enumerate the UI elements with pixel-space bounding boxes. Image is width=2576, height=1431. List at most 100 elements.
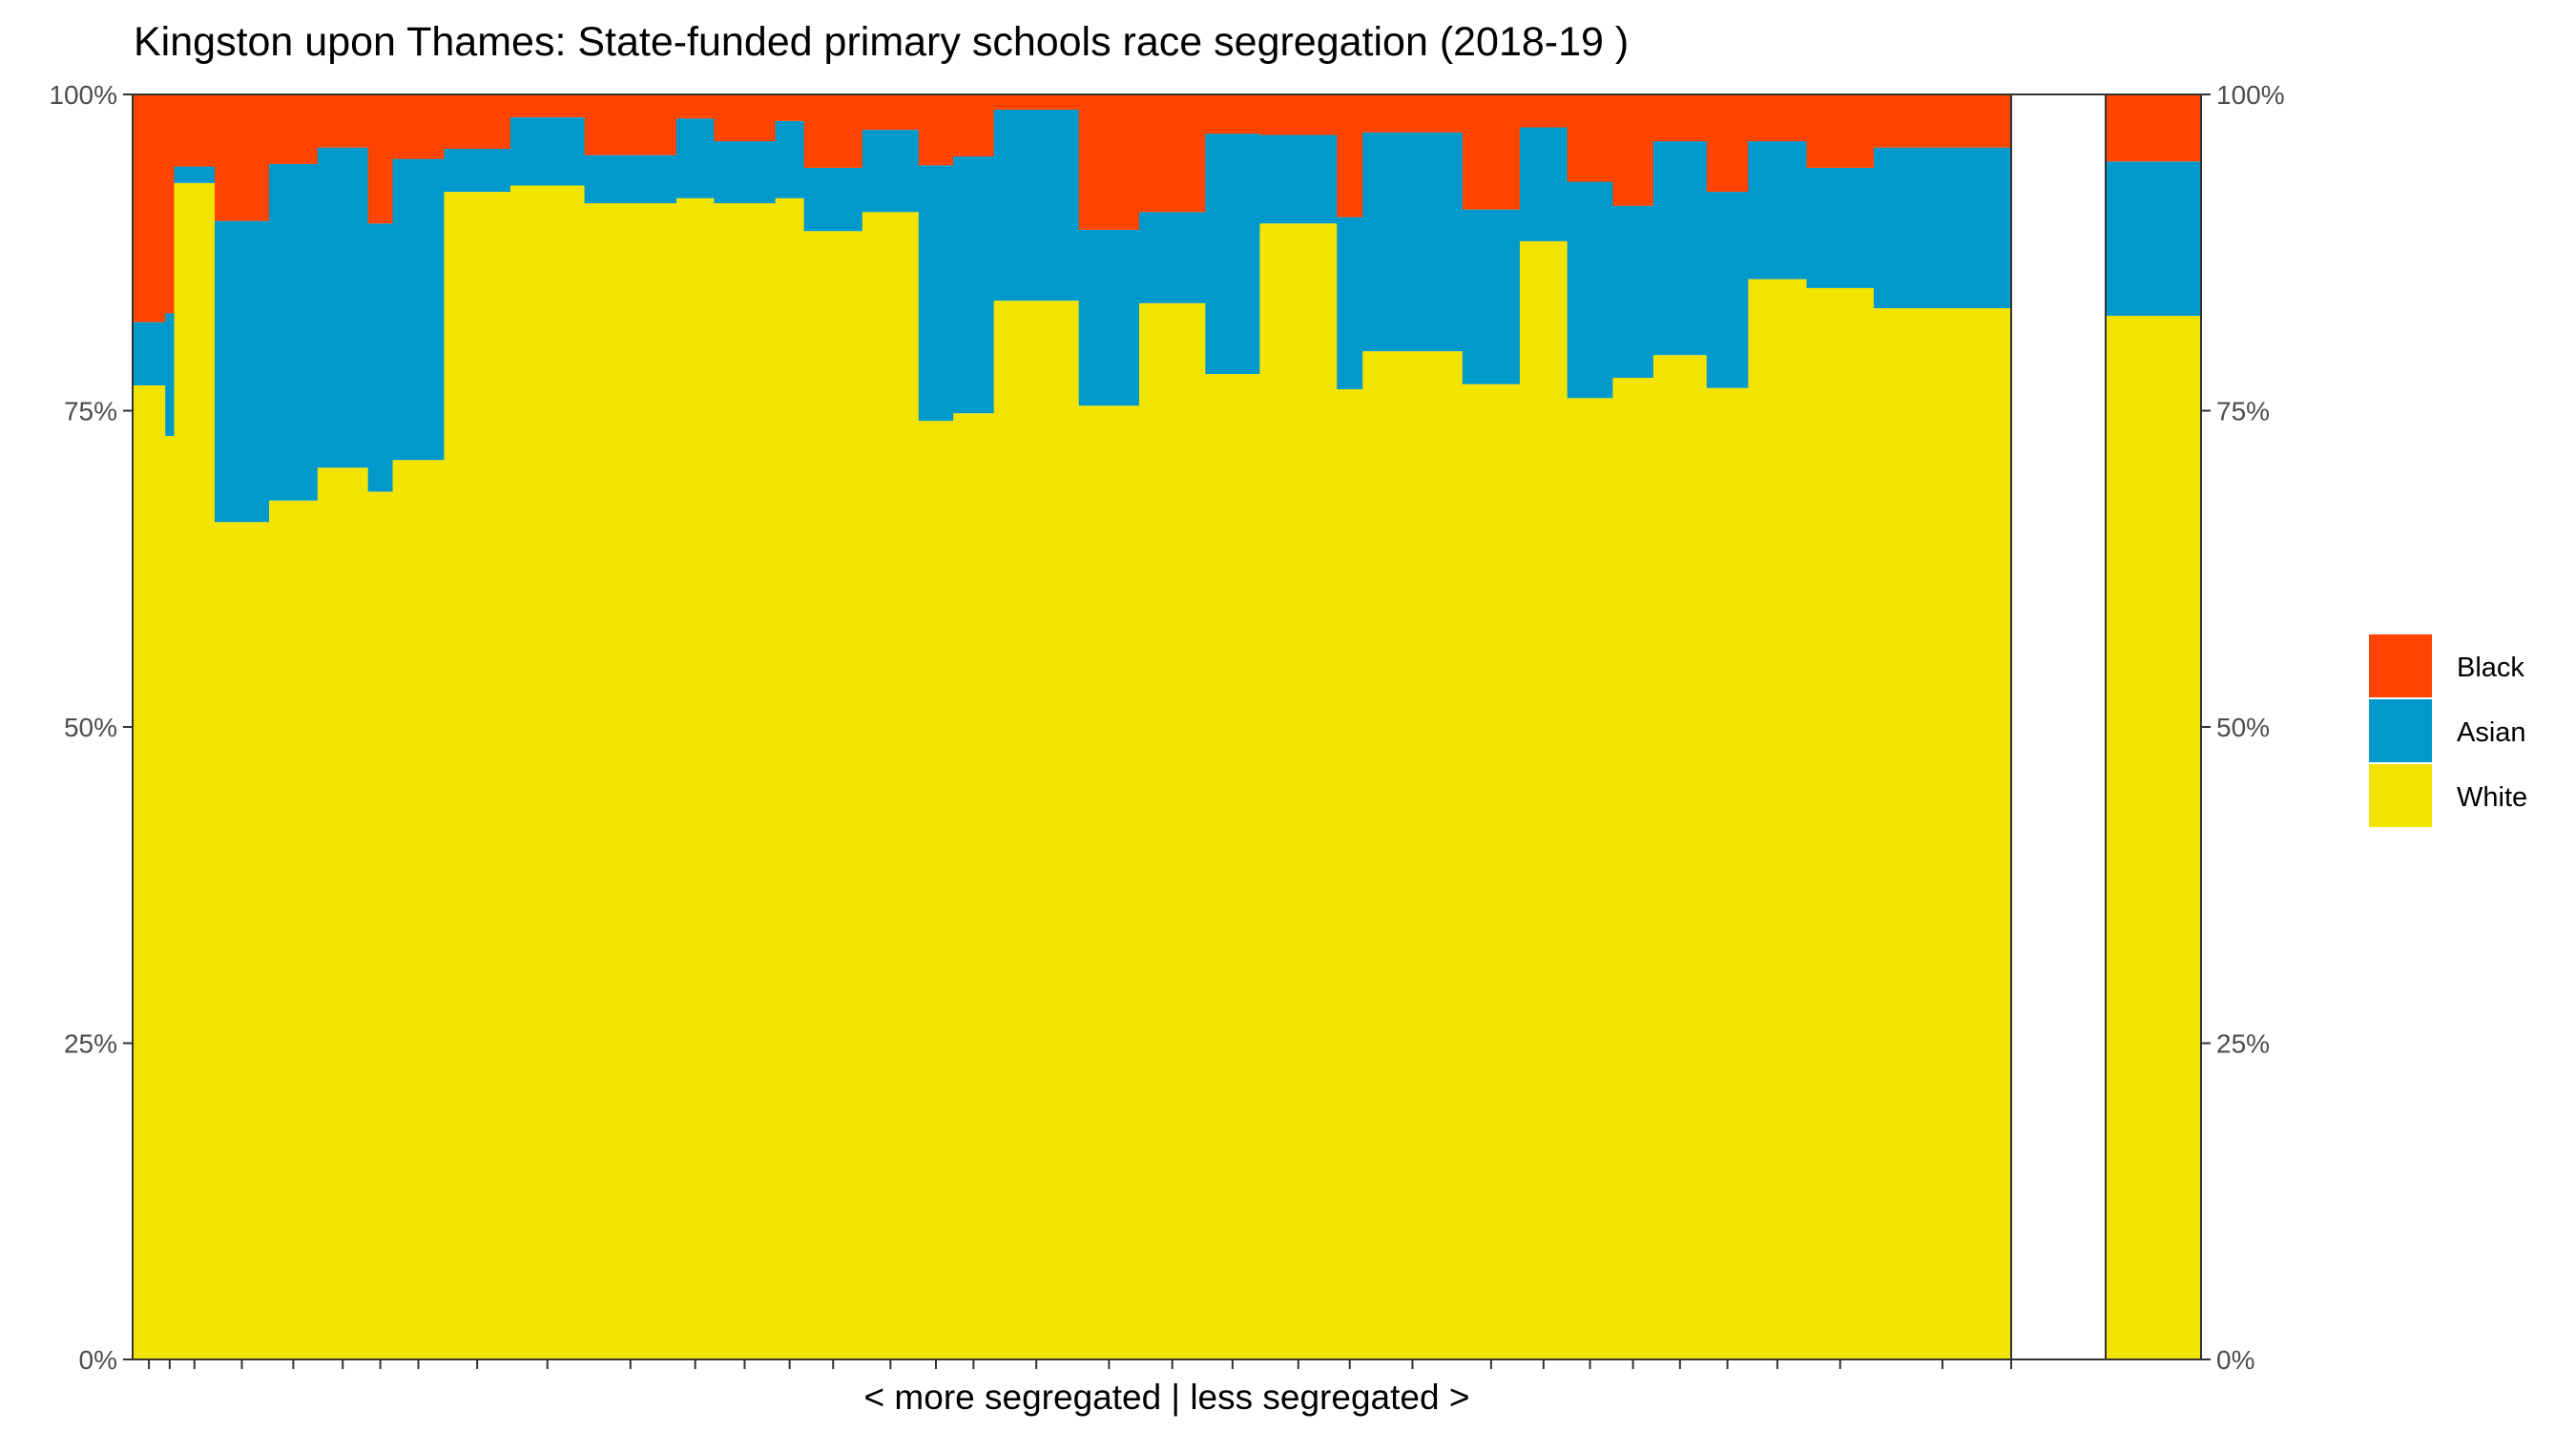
bar-segment-black <box>803 94 863 168</box>
y-tick-label-right: 100% <box>2216 80 2285 110</box>
bar-segment-asian <box>993 109 1080 301</box>
bar-segment-white <box>775 197 805 1360</box>
school-bar <box>1748 94 1808 1360</box>
school-bar <box>1873 94 2012 1359</box>
school-bar <box>367 94 394 1359</box>
bar-segment-white <box>1873 308 2012 1359</box>
school-bar <box>165 94 176 1359</box>
bar-segment-black <box>165 94 176 314</box>
bar-segment-black <box>1652 94 1708 142</box>
x-axis-ticks <box>148 1359 2012 1369</box>
bar-segment-white <box>317 467 369 1359</box>
total-segment-asian <box>2106 161 2201 317</box>
bar-segment-asian <box>509 116 586 186</box>
bar-segment-black <box>1567 94 1613 182</box>
y-tick-label-left: 25% <box>64 1029 117 1059</box>
bar-segment-black <box>584 94 677 156</box>
y-tick-label-left: 75% <box>64 397 117 426</box>
legend-label: Asian <box>2457 717 2526 748</box>
school-bar <box>993 94 1080 1360</box>
school-bar <box>1567 94 1613 1359</box>
bar-segment-black <box>215 94 270 221</box>
bar-segment-asian <box>675 118 715 198</box>
bar-segment-black <box>953 94 995 156</box>
school-bar <box>1652 94 1708 1359</box>
school-bar <box>317 94 369 1359</box>
school-bar <box>1138 94 1207 1359</box>
bar-segment-black <box>1337 94 1363 218</box>
bar-segment-asian <box>803 167 863 232</box>
bar-segment-black <box>367 94 394 224</box>
bar-segment-black <box>1205 94 1260 135</box>
bar-segment-asian <box>1138 212 1207 303</box>
bar-segment-asian <box>714 141 777 204</box>
bar-segment-asian <box>367 223 394 492</box>
school-bar <box>1612 94 1654 1360</box>
bar-segment-black <box>444 94 511 150</box>
bar-segment-asian <box>1337 217 1363 389</box>
bar-segment-asian <box>317 147 369 468</box>
bar-segment-white <box>1362 351 1464 1360</box>
bar-segment-white <box>1652 355 1708 1359</box>
bar-segment-white <box>1748 279 1808 1360</box>
bar-segment-white <box>584 203 677 1359</box>
school-bar <box>714 94 777 1359</box>
bar-segment-black <box>714 94 777 142</box>
bar-segment-asian <box>1873 147 2012 309</box>
school-bar <box>862 94 920 1359</box>
bar-segment-black <box>1362 94 1464 133</box>
bar-segment-white <box>675 197 715 1360</box>
bar-segment-asian <box>1748 141 1808 280</box>
bar-segment-white <box>269 500 319 1359</box>
bar-segment-white <box>1462 384 1521 1359</box>
school-bar <box>584 94 677 1359</box>
legend: Black Asian White <box>2369 634 2527 827</box>
y-tick-label-left: 50% <box>64 713 117 742</box>
bar-segment-white <box>1337 388 1363 1359</box>
bar-segment-asian <box>1259 135 1338 224</box>
bar-segment-black <box>133 94 166 322</box>
total-segment-white <box>2106 316 2201 1359</box>
bar-segment-white <box>444 192 511 1359</box>
bar-segment-asian <box>1706 192 1749 388</box>
bar-segment-white <box>1612 378 1654 1360</box>
school-bar <box>174 94 216 1359</box>
bar-segment-white <box>133 384 166 1360</box>
bar-segment-asian <box>584 155 677 204</box>
school-bar <box>133 94 166 1360</box>
bar-segment-black <box>1873 94 2012 148</box>
school-bar <box>215 94 270 1359</box>
bar-segment-asian <box>1612 205 1654 379</box>
bar-segment-black <box>1748 94 1808 142</box>
bar-segment-asian <box>1362 132 1464 352</box>
bar-segment-white <box>509 185 586 1359</box>
total-bar <box>2106 94 2201 1359</box>
bar-segment-black <box>1259 94 1338 135</box>
bar-segment-asian <box>392 158 446 461</box>
school-bar <box>444 94 511 1359</box>
bar-segment-asian <box>1205 134 1260 375</box>
bar-segment-black <box>675 94 715 119</box>
bar-segment-asian <box>165 313 176 437</box>
bar-segment-black <box>1138 94 1207 213</box>
bar-segment-white <box>953 413 995 1360</box>
bar-segment-asian <box>1078 229 1140 406</box>
school-bar <box>675 94 715 1360</box>
y-tick-label-right: 25% <box>2216 1029 2270 1059</box>
legend-label: White <box>2457 782 2527 813</box>
bar-segment-black <box>1706 94 1749 193</box>
school-bar <box>1259 94 1338 1360</box>
legend-item-asian: Asian <box>2369 699 2526 762</box>
y-axis-left: 0% 25% 50% 75% 100% <box>49 80 133 1375</box>
bar-segment-asian <box>444 149 511 193</box>
bar-segment-white <box>803 231 863 1359</box>
bar-segment-white <box>174 182 216 1359</box>
school-bar <box>1462 94 1521 1359</box>
bar-segment-asian <box>953 156 995 414</box>
legend-item-white: White <box>2369 764 2527 827</box>
bar-segment-black <box>1806 94 1875 168</box>
school-bar <box>918 94 954 1359</box>
bar-segment-white <box>1259 223 1338 1360</box>
bar-segment-black <box>918 94 954 166</box>
bar-segment-black <box>317 94 369 148</box>
